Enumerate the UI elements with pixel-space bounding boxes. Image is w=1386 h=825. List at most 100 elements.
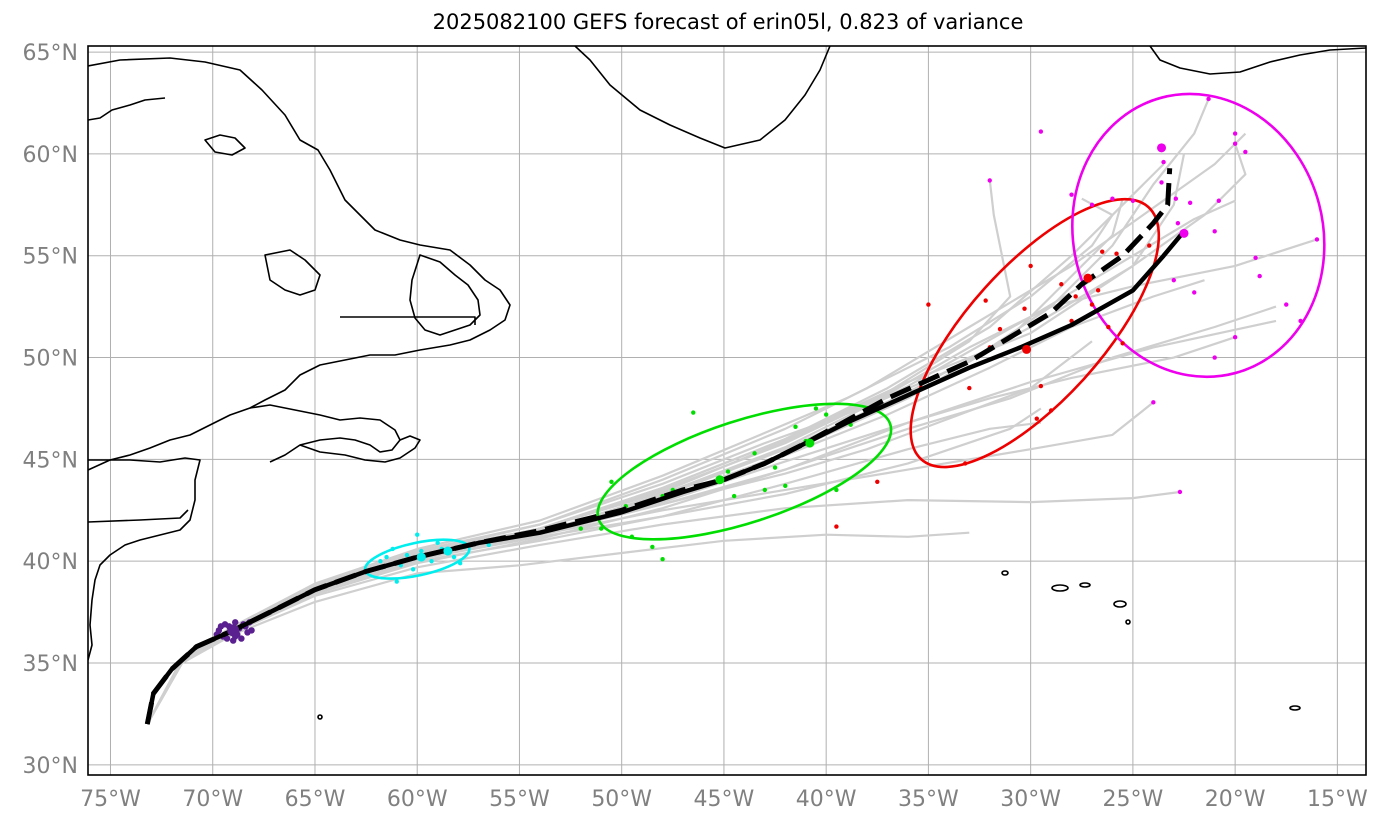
mean-position-t0 xyxy=(227,624,240,637)
graticule xyxy=(88,46,1366,775)
member-position-t4 xyxy=(1298,318,1303,324)
member-position-t2 xyxy=(752,451,757,456)
coastline-segment xyxy=(299,435,421,463)
member-position-t4 xyxy=(1243,149,1248,155)
member-position-t3 xyxy=(1073,294,1078,299)
member-position-t4 xyxy=(1151,400,1156,405)
mean-position-t1b xyxy=(443,546,453,556)
member-position-t4 xyxy=(1089,202,1095,208)
member-position-t1 xyxy=(419,548,424,554)
lon-tick-label: 55°W xyxy=(489,787,550,812)
member-position-t2 xyxy=(660,556,665,562)
member-position-t2 xyxy=(823,412,829,417)
mean-position-t3 xyxy=(1022,344,1032,354)
lat-tick-label: 65°N xyxy=(23,41,78,66)
member-position-t2 xyxy=(793,424,798,429)
lat-tick-label: 50°N xyxy=(23,347,78,372)
lon-tick-label: 60°W xyxy=(387,787,448,812)
member-position-t2 xyxy=(599,526,604,531)
island-outline xyxy=(1289,705,1301,711)
coastline-segment xyxy=(88,57,511,471)
coastline-segment xyxy=(88,457,201,661)
member-position-t3 xyxy=(1100,249,1105,254)
member-position-t1 xyxy=(415,532,420,537)
member-position-t4 xyxy=(1232,141,1238,146)
mean-position-t4 xyxy=(1179,228,1189,238)
member-position-t1 xyxy=(429,558,434,564)
member-position-t3 xyxy=(983,298,988,303)
member-position-t4 xyxy=(1216,198,1221,203)
member-position-t2 xyxy=(691,410,696,415)
lon-tick-label: 65°W xyxy=(285,787,346,812)
island-outline xyxy=(1051,584,1069,592)
uncertainty-ellipses xyxy=(363,92,1326,580)
member-position-t3 xyxy=(1038,383,1044,389)
member-position-t4 xyxy=(1110,196,1115,201)
lat-tick-label: 55°N xyxy=(23,245,78,270)
member-position-t1 xyxy=(457,561,463,566)
member-position-t1 xyxy=(390,546,395,552)
island-outline xyxy=(1079,582,1091,588)
lat-tick-label: 60°N xyxy=(23,143,78,168)
member-position-t3 xyxy=(1147,243,1152,248)
member-position-t2 xyxy=(731,493,737,499)
island-outline xyxy=(1113,600,1127,608)
lon-tick-label: 35°W xyxy=(898,787,959,812)
member-position-t3 xyxy=(1028,263,1033,269)
member-position-t3 xyxy=(1106,324,1111,330)
ensemble-member-track xyxy=(146,197,1114,725)
ensemble-member-tracks xyxy=(146,98,1318,725)
member-position-t2 xyxy=(650,544,655,550)
member-position-t4 xyxy=(1171,277,1176,283)
map-frame xyxy=(87,45,1367,776)
mean-position-t3b xyxy=(1083,273,1093,283)
coastline-segment xyxy=(204,134,246,156)
member-position-t4 xyxy=(1159,180,1164,185)
member-position-t4 xyxy=(1130,198,1136,203)
lat-tick-label: 40°N xyxy=(23,550,78,575)
plot-title: 2025082100 GEFS forecast of erin05l, 0.8… xyxy=(432,10,1024,34)
ensemble-member-track xyxy=(146,401,1154,725)
member-position-t2 xyxy=(725,469,731,474)
member-position-t3 xyxy=(834,524,839,529)
ensemble-member-track xyxy=(146,319,1277,725)
member-position-t1 xyxy=(384,554,389,560)
mean-position-t4b xyxy=(1157,143,1167,153)
lon-tick-label: 15°W xyxy=(1307,787,1368,812)
member-position-t4 xyxy=(1284,302,1289,307)
member-position-t2 xyxy=(813,406,819,411)
coastlines xyxy=(88,46,1366,720)
member-position-t3 xyxy=(1089,302,1095,307)
lon-tick-label: 25°W xyxy=(1103,787,1164,812)
uncertainty-ellipse-t4 xyxy=(1071,92,1326,379)
member-position-t2 xyxy=(783,483,788,489)
member-position-t2 xyxy=(772,465,778,470)
ensemble-member-track xyxy=(146,531,970,725)
coastline-segment xyxy=(264,249,321,296)
member-position-t3 xyxy=(926,302,931,307)
lon-tick-label: 20°W xyxy=(1205,787,1266,812)
member-position-t0 xyxy=(217,623,225,630)
lat-tick-label: 35°N xyxy=(23,652,78,677)
member-position-t4 xyxy=(1175,220,1181,226)
mean-position-t2b xyxy=(805,438,815,448)
lon-tick-label: 75°W xyxy=(80,787,141,812)
member-position-t1 xyxy=(404,552,410,558)
member-position-t3 xyxy=(967,385,972,391)
member-position-t4 xyxy=(1069,192,1074,197)
member-position-t1 xyxy=(435,540,440,546)
member-position-t3 xyxy=(875,479,880,484)
member-position-t4 xyxy=(1177,489,1183,495)
member-position-t3 xyxy=(1059,282,1064,287)
coastline-segment xyxy=(574,46,831,149)
coastline-segment xyxy=(409,254,481,336)
ensemble-member-track xyxy=(146,132,1247,725)
ensemble-member-track xyxy=(146,305,1277,725)
member-position-t4 xyxy=(1206,96,1211,102)
island-outline xyxy=(317,714,323,720)
member-position-t4 xyxy=(1192,290,1197,295)
lon-tick-label: 40°W xyxy=(796,787,857,812)
lon-tick-label: 45°W xyxy=(694,787,755,812)
